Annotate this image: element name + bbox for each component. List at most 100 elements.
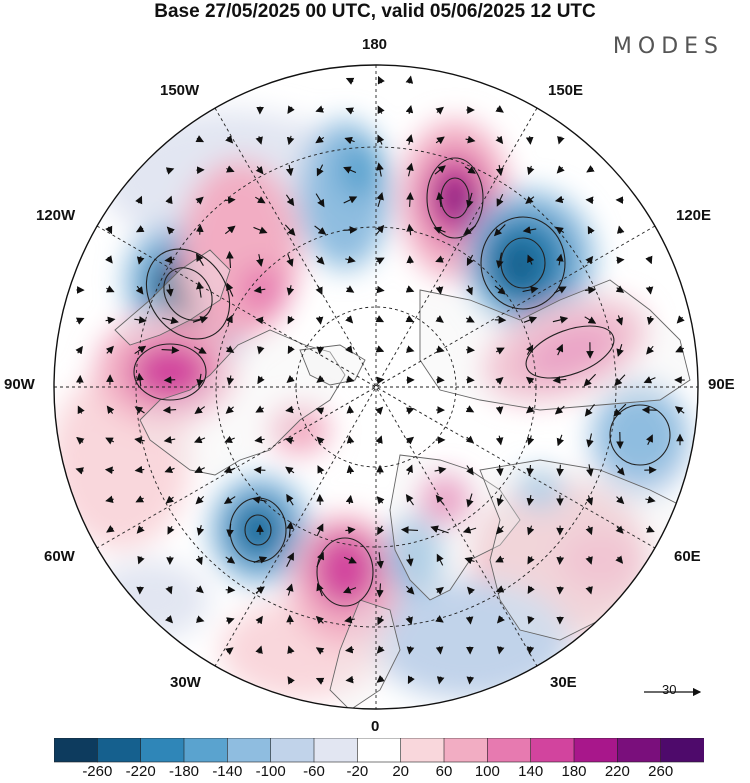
- colorbar-swatch: [400, 738, 445, 763]
- wind-vector: [257, 375, 265, 385]
- wind-vector: [225, 135, 234, 144]
- wind-vector: [105, 225, 113, 235]
- wind-vector: [616, 225, 625, 234]
- wind-vector: [345, 315, 354, 324]
- wind-vector: [376, 583, 384, 598]
- wind-vector: [406, 162, 414, 177]
- wind-vector: [345, 675, 354, 684]
- wind-vector: [525, 196, 535, 205]
- colorbar-swatch: [54, 738, 98, 763]
- colorbar-tick-label: -220: [125, 763, 156, 780]
- wind-vector: [405, 464, 413, 475]
- wind-vector: [196, 253, 204, 266]
- wind-vector: [163, 435, 176, 444]
- wind-vector: [405, 615, 413, 625]
- wind-vector: [526, 495, 535, 506]
- wind-vector: [376, 552, 384, 569]
- wind-vector: [316, 523, 324, 536]
- wind-vector: [254, 435, 265, 444]
- lon-label-30w: 30W: [170, 674, 201, 691]
- wind-vector: [377, 105, 385, 115]
- wind-vector: [345, 285, 355, 293]
- wind-vector: [343, 166, 357, 174]
- colorbar-tick-label: -60: [303, 763, 325, 780]
- wind-vector: [285, 405, 294, 414]
- wind-vector: [675, 345, 685, 353]
- wind-vector: [317, 465, 325, 475]
- wind-vector: [162, 406, 177, 414]
- wind-vector: [435, 646, 444, 655]
- wind-vector: [496, 494, 505, 507]
- wind-vector: [225, 314, 233, 325]
- wind-vector: [257, 346, 265, 355]
- wind-vector: [646, 315, 655, 326]
- wind-vector: [527, 254, 535, 265]
- wind-vector: [495, 585, 505, 593]
- wind-vector: [493, 224, 506, 237]
- wind-vector: [556, 556, 565, 565]
- wind-vector: [405, 315, 415, 323]
- wind-vector: [586, 433, 594, 448]
- wind-vector: [315, 677, 325, 685]
- wind-vector: [345, 255, 356, 264]
- wind-vector: [195, 196, 204, 205]
- wind-vector: [406, 255, 415, 264]
- wind-vector: [615, 464, 625, 476]
- wind-vector: [430, 525, 449, 534]
- wind-vector: [105, 495, 114, 504]
- wind-vector: [285, 466, 295, 475]
- wind-vector: [196, 224, 204, 235]
- wind-vector: [225, 647, 234, 655]
- wind-vector: [435, 286, 444, 295]
- wind-vector: [496, 615, 505, 624]
- wind-vector: [405, 407, 415, 415]
- wind-vector: [585, 586, 593, 595]
- wind-vector: [495, 435, 504, 446]
- wind-vector: [287, 105, 295, 115]
- colorbar: [54, 738, 704, 763]
- wind-vector: [377, 134, 385, 145]
- wind-vector: [226, 617, 235, 625]
- wind-vector: [585, 286, 596, 294]
- wind-vector: [225, 196, 236, 205]
- wind-vector: [135, 285, 144, 295]
- wind-vector: [376, 257, 385, 265]
- wind-vector: [466, 586, 475, 595]
- wind-vector: [315, 193, 325, 208]
- colorbar-swatch: [357, 738, 402, 763]
- wind-vector: [645, 495, 656, 504]
- wind-vector: [165, 495, 175, 504]
- wind-vector: [253, 466, 266, 474]
- wind-vector: [105, 345, 114, 355]
- wind-vector: [376, 224, 385, 235]
- wind-vector: [316, 164, 324, 177]
- wind-vector: [615, 525, 624, 534]
- wind-vector: [165, 615, 174, 624]
- wind-vector: [134, 465, 145, 474]
- wind-vector: [436, 375, 445, 384]
- wind-vector: [196, 281, 204, 298]
- lon-label-150e: 150E: [548, 82, 584, 99]
- wind-vector: [405, 585, 415, 595]
- wind-vector: [526, 464, 534, 477]
- wind-vector: [464, 556, 475, 565]
- wind-vector: [615, 315, 624, 326]
- wind-vector: [674, 406, 685, 414]
- wind-vector: [316, 346, 325, 355]
- wind-vector: [314, 225, 327, 235]
- colorbar-swatch: [573, 738, 618, 763]
- wind-vector: [255, 196, 266, 204]
- wind-vector: [523, 316, 538, 324]
- wind-vector: [164, 465, 175, 473]
- wind-vector: [226, 250, 234, 269]
- wind-vector: [253, 226, 268, 234]
- wind-vector: [616, 344, 624, 357]
- wind-vector: [465, 435, 475, 444]
- wind-vector: [195, 585, 204, 594]
- wind-vector: [224, 225, 236, 235]
- colorbar-swatch: [227, 738, 272, 763]
- wind-vector: [286, 285, 295, 296]
- wind-vector: [286, 521, 294, 538]
- wind-vector: [465, 616, 474, 625]
- colorbar-swatch: [97, 738, 142, 763]
